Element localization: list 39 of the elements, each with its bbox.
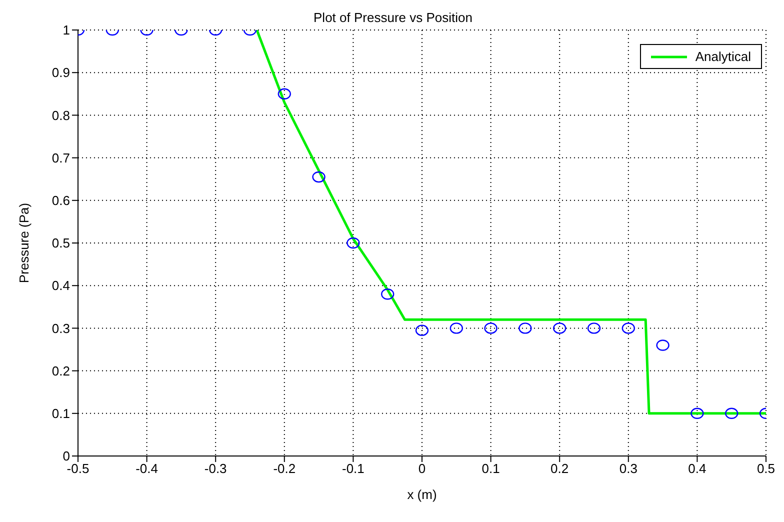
x-tick-label: 0 bbox=[418, 461, 426, 476]
chart-title: Plot of Pressure vs Position bbox=[314, 10, 472, 25]
y-tick-label: 0 bbox=[62, 448, 70, 464]
y-tick-label: 0.2 bbox=[52, 363, 70, 378]
point bbox=[381, 288, 394, 300]
y-tick-label: 1 bbox=[62, 22, 70, 38]
point bbox=[484, 322, 498, 334]
point bbox=[450, 322, 463, 334]
point bbox=[518, 322, 532, 334]
y-axis-title: Pressure (Pa) bbox=[16, 202, 32, 284]
x-tick-label: 0.1 bbox=[482, 461, 500, 476]
x-tick-label: -0.4 bbox=[136, 461, 158, 476]
y-tick-label: 0.8 bbox=[52, 108, 70, 123]
point bbox=[622, 322, 635, 334]
point bbox=[415, 324, 429, 336]
x-tick-label: 0.3 bbox=[619, 461, 638, 476]
y-tick-label: 0.3 bbox=[52, 320, 70, 336]
y-tick-label: 0.4 bbox=[52, 278, 70, 294]
y-tick-label: 0.7 bbox=[52, 150, 70, 166]
legend-label: Analytical bbox=[695, 49, 751, 64]
point bbox=[587, 322, 601, 334]
x-tick-label: 0.2 bbox=[550, 461, 569, 476]
y-tick-label: 0.9 bbox=[52, 65, 70, 80]
point bbox=[656, 340, 670, 351]
x-tick-label: -0.3 bbox=[204, 461, 227, 476]
x-tick-label: 0.5 bbox=[756, 461, 776, 476]
x-axis-title: x (m) bbox=[407, 487, 437, 502]
y-tick-label: 0.6 bbox=[52, 193, 70, 208]
y-tick-label: 0.1 bbox=[52, 406, 70, 422]
point bbox=[690, 408, 704, 419]
y-tick-label: 0.5 bbox=[52, 236, 70, 251]
point bbox=[312, 171, 326, 183]
x-tick-label: -0.5 bbox=[66, 461, 90, 476]
x-tick-label: -0.2 bbox=[273, 461, 296, 476]
point bbox=[725, 408, 738, 419]
x-tick-label: 0.4 bbox=[688, 461, 706, 476]
point bbox=[553, 322, 566, 334]
x-tick-label: -0.1 bbox=[342, 461, 364, 476]
point bbox=[346, 237, 360, 249]
